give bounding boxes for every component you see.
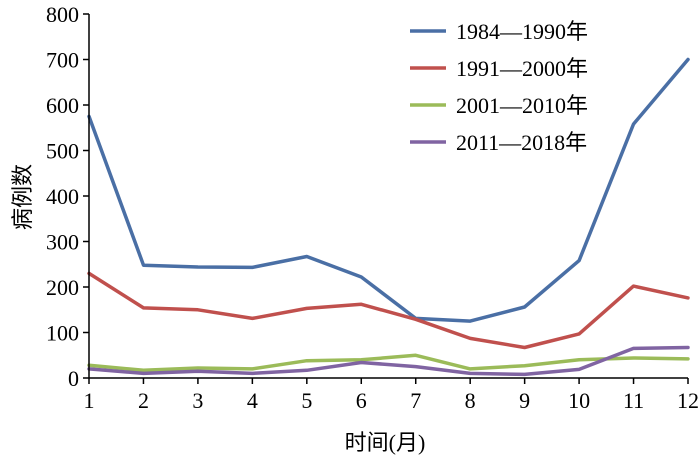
y-tick-label: 100 [46, 321, 79, 346]
y-tick-label: 0 [68, 366, 79, 391]
legend-label-2: 1991—2000年 [456, 56, 588, 81]
x-tick-label: 5 [301, 388, 312, 413]
x-tick-label: 9 [519, 388, 530, 413]
y-axis-title: 病例数 [10, 164, 35, 230]
x-tick-label: 1 [84, 388, 95, 413]
y-tick-label: 400 [46, 184, 79, 209]
x-tick-label: 11 [623, 388, 644, 413]
x-tick-label: 4 [247, 388, 258, 413]
x-tick-label: 2 [138, 388, 149, 413]
legend-label-1: 1984—1990年 [456, 19, 588, 44]
legend-label-3: 2001—2010年 [456, 93, 588, 118]
x-ticks: 1 2 3 4 5 6 7 8 9 10 11 12 [84, 378, 699, 413]
axes [88, 14, 688, 379]
series-line-2 [87, 271, 690, 350]
series-line-3 [87, 353, 690, 373]
y-tick-label: 200 [46, 275, 79, 300]
series-line-1 [87, 57, 690, 323]
x-tick-label: 3 [192, 388, 203, 413]
x-tick-label: 10 [568, 388, 590, 413]
y-tick-label: 800 [46, 2, 79, 27]
legend: 1984—1990年 1991—2000年 2001—2010年 2011—2018年 [410, 19, 588, 155]
legend-label-4: 2011—2018年 [456, 130, 587, 155]
plot-lines [87, 57, 690, 377]
y-tick-label: 500 [46, 139, 79, 164]
x-tick-label: 12 [677, 388, 699, 413]
x-tick-label: 8 [465, 388, 476, 413]
x-tick-label: 7 [410, 388, 421, 413]
x-tick-label: 6 [356, 388, 367, 413]
x-axis-title: 时间(月) [345, 430, 426, 455]
y-ticks: 0 100 200 300 400 500 600 700 800 [46, 2, 89, 391]
y-tick-label: 600 [46, 93, 79, 118]
y-tick-label: 300 [46, 230, 79, 255]
series-line-4 [87, 345, 690, 377]
y-tick-label: 700 [46, 48, 79, 73]
